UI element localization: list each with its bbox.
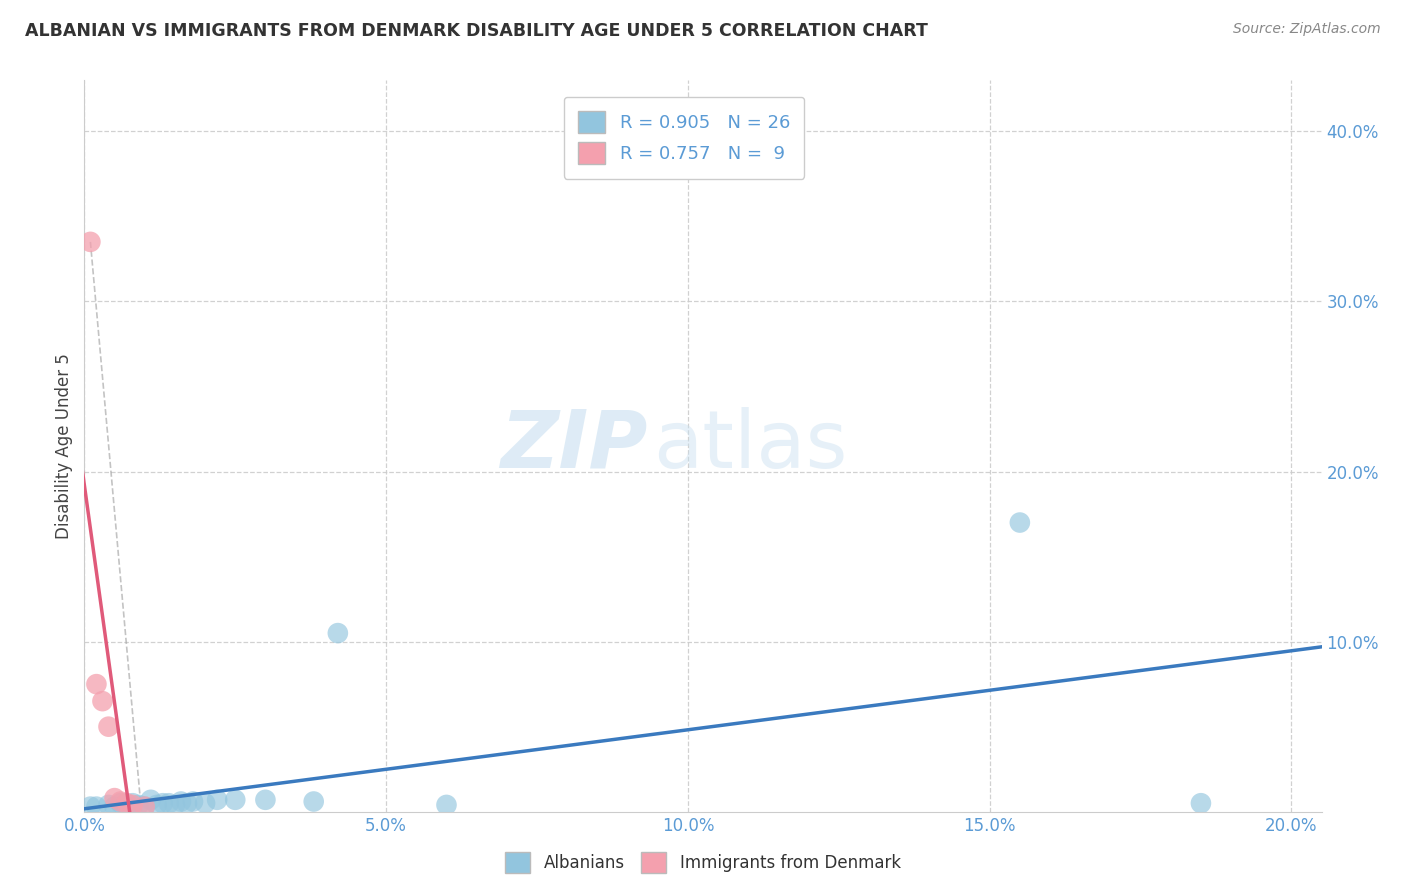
Point xyxy=(86,677,108,691)
Text: Source: ZipAtlas.com: Source: ZipAtlas.com xyxy=(1233,22,1381,37)
Point xyxy=(1008,516,1031,530)
Point xyxy=(97,797,120,812)
Text: ZIP: ZIP xyxy=(501,407,647,485)
Point xyxy=(121,796,143,810)
Point xyxy=(139,793,162,807)
Point xyxy=(134,799,156,814)
Point xyxy=(110,796,132,810)
Legend: R = 0.905   N = 26, R = 0.757   N =  9: R = 0.905 N = 26, R = 0.757 N = 9 xyxy=(564,96,804,178)
Point xyxy=(115,799,138,814)
Point xyxy=(86,799,108,814)
Point xyxy=(176,796,198,810)
Point xyxy=(205,793,228,807)
Point xyxy=(181,795,204,809)
Point xyxy=(97,720,120,734)
Point xyxy=(302,795,325,809)
Point xyxy=(326,626,349,640)
Point xyxy=(157,796,180,810)
Point xyxy=(110,795,132,809)
Point xyxy=(1189,796,1212,810)
Point xyxy=(194,796,217,810)
Text: ALBANIAN VS IMMIGRANTS FROM DENMARK DISABILITY AGE UNDER 5 CORRELATION CHART: ALBANIAN VS IMMIGRANTS FROM DENMARK DISA… xyxy=(25,22,928,40)
Point xyxy=(170,795,193,809)
Y-axis label: Disability Age Under 5: Disability Age Under 5 xyxy=(55,353,73,539)
Point xyxy=(91,694,114,708)
Point xyxy=(163,797,186,812)
Point xyxy=(134,799,156,814)
Text: atlas: atlas xyxy=(654,407,848,485)
Point xyxy=(224,793,246,807)
Point xyxy=(79,235,101,249)
Point xyxy=(128,797,150,812)
Point xyxy=(254,793,277,807)
Point xyxy=(121,797,143,812)
Point xyxy=(115,796,138,810)
Point xyxy=(436,797,458,812)
Point xyxy=(79,799,101,814)
Point xyxy=(103,791,125,805)
Legend: Albanians, Immigrants from Denmark: Albanians, Immigrants from Denmark xyxy=(499,846,907,880)
Point xyxy=(146,797,169,812)
Point xyxy=(152,796,174,810)
Point xyxy=(103,799,125,814)
